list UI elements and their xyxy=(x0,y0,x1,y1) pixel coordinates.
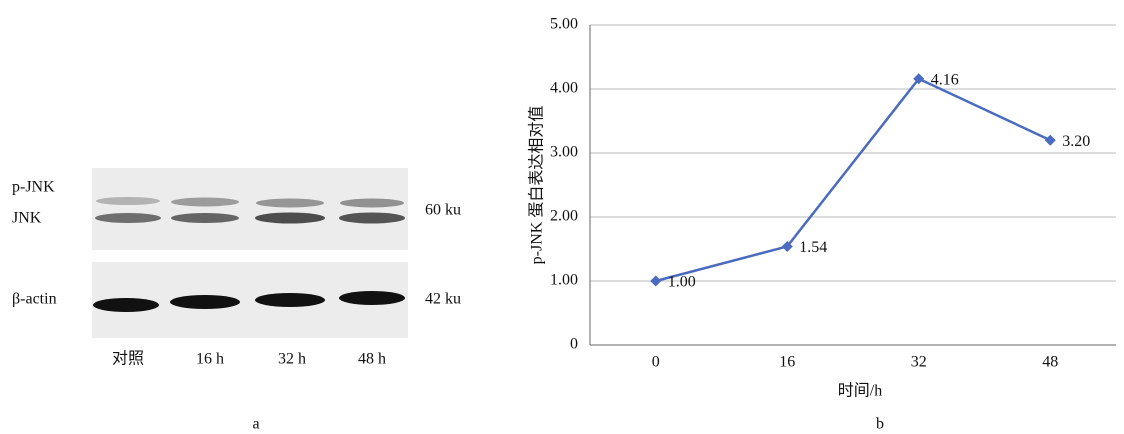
blot-gap xyxy=(92,250,408,262)
x-tick-label: 48 xyxy=(1042,354,1058,371)
row-label: JNK xyxy=(12,210,42,227)
lane-label: 48 h xyxy=(358,351,386,368)
data-label: 4.16 xyxy=(931,71,959,88)
size-label: 60 ku xyxy=(425,202,461,219)
panel-label: a xyxy=(252,416,259,433)
row-label: β-actin xyxy=(12,291,57,308)
y-tick-label: 1.00 xyxy=(550,272,578,289)
panel-label: b xyxy=(876,416,884,433)
y-tick-label: 5.00 xyxy=(550,16,578,33)
x-axis-label: 时间/h xyxy=(838,382,882,400)
data-label: 3.20 xyxy=(1062,133,1090,150)
lane-label: 16 h xyxy=(196,351,224,368)
data-label: 1.00 xyxy=(668,274,696,291)
figure: p-JNK JNK β-actin 60 ku 42 ku 对照 16 h 32… xyxy=(0,0,1124,434)
marker xyxy=(650,276,661,287)
data-label: 1.54 xyxy=(799,239,827,256)
x-tick-label: 0 xyxy=(652,354,660,371)
line xyxy=(656,79,1051,281)
size-label: 42 ku xyxy=(425,291,461,308)
x-tick-label: 16 xyxy=(779,354,795,371)
page: p-JNK JNK β-actin 60 ku 42 ku 对照 16 h 32… xyxy=(0,0,1124,434)
row-label: p-JNK xyxy=(12,179,55,196)
marker xyxy=(1045,135,1056,146)
y-tick-label: 0 xyxy=(570,336,578,353)
lane-label: 对照 xyxy=(112,350,144,368)
y-tick-label: 2.00 xyxy=(550,208,578,225)
y-tick-label: 3.00 xyxy=(550,144,578,161)
y-tick-label: 4.00 xyxy=(550,80,578,97)
x-tick-label: 32 xyxy=(911,354,927,371)
blot xyxy=(92,168,408,338)
y-axis-label: p-JNK 蛋白表达相对值 xyxy=(528,106,546,265)
lane-label: 32 h xyxy=(278,351,306,368)
